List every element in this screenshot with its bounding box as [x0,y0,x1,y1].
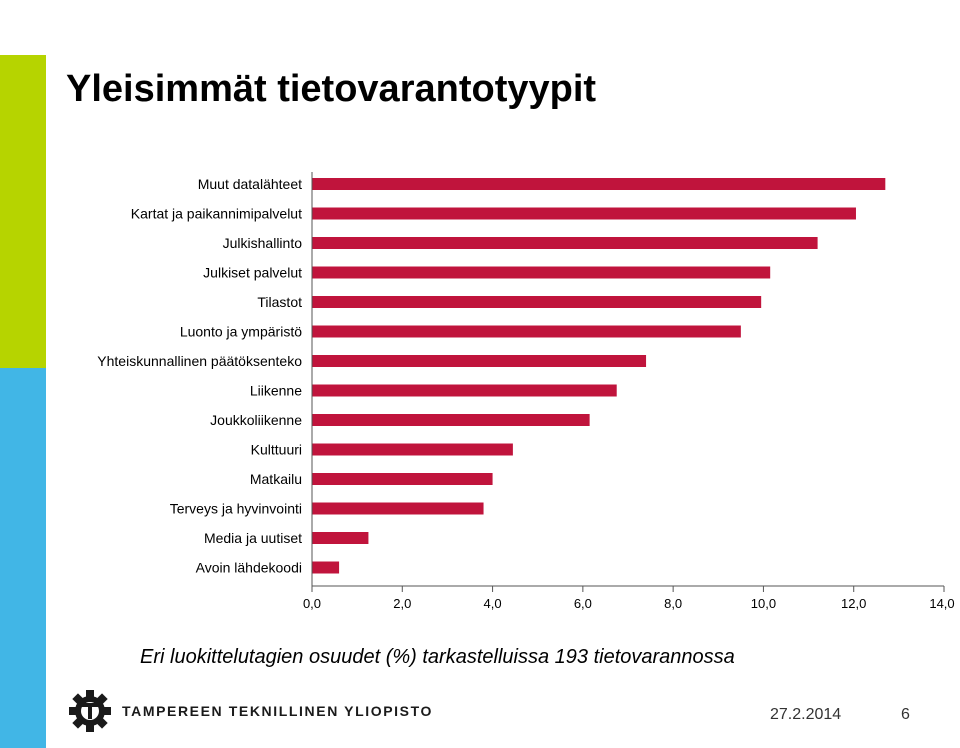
category-label: Julkishallinto [223,235,303,251]
slide-title: Yleisimmät tietovarantotyypit [66,68,597,110]
bar-5 [312,296,762,308]
category-label: Muut datalähteet [198,176,302,192]
category-label: Liikenne [250,383,302,399]
bar-3 [312,237,818,249]
accent-stripe-green [0,55,46,385]
bar-13 [312,532,369,544]
x-tick-label: 6,0 [574,596,592,611]
category-label: Kartat ja paikannimipalvelut [131,206,302,222]
bar-11 [312,473,493,485]
bar-7 [312,355,647,367]
bar-6 [312,325,741,338]
category-label: Yhteiskunnallinen päätöksenteko [97,353,302,369]
chart-caption: Eri luokittelutagien osuudet (%) tarkast… [140,646,735,668]
category-label: Terveys ja hyvinvointi [170,501,302,517]
logo-text: TAMPEREEN TEKNILLINEN YLIOPISTO [122,703,433,719]
bar-8 [312,384,617,397]
accent-stripe-blue [0,368,46,748]
university-logo: TAMPEREEN TEKNILLINEN YLIOPISTO [68,688,433,734]
bar-1 [312,178,886,190]
page-number: 6 [901,706,910,723]
bar-chart: Muut datalähteet Kartat ja paikannimipalv… [97,172,955,611]
bar-9 [312,414,590,426]
x-tick-label: 4,0 [484,596,502,611]
bar-10 [312,443,513,456]
category-label: Luonto ja ympäristö [180,324,302,340]
bar-12 [312,502,484,515]
bar-14 [312,561,340,574]
x-tick-label: 2,0 [393,596,411,611]
x-tick-label: 10,0 [751,596,776,611]
category-label: Matkailu [250,471,302,487]
category-label: Tilastot [257,294,302,310]
category-label: Kulttuuri [251,442,302,458]
category-label: Media ja uutiset [204,530,302,546]
x-tick-label: 12,0 [841,596,866,611]
x-tick-label: 14,0 [929,596,954,611]
x-tick-label: 0,0 [303,596,321,611]
slide-date: 27.2.2014 [770,706,842,723]
bar-2 [312,207,856,220]
category-label: Julkiset palvelut [203,265,302,281]
category-label: Avoin lähdekoodi [196,560,302,576]
tut-gear-logo-icon [69,690,111,732]
category-label: Joukkoliikenne [210,412,302,428]
x-tick-label: 8,0 [664,596,682,611]
bar-4 [312,266,771,279]
